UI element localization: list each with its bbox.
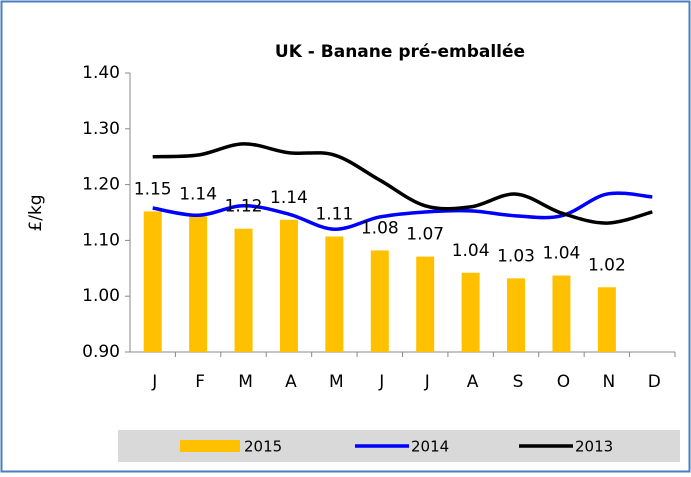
x-tick-label: M: [238, 372, 253, 392]
data-label: 1.04: [543, 244, 581, 264]
legend-label: 2014: [411, 438, 449, 456]
x-tick-label: A: [285, 372, 297, 392]
data-label: 1.03: [497, 246, 535, 266]
bar: [370, 250, 389, 352]
x-tick-label: D: [648, 372, 661, 392]
bar: [189, 216, 208, 352]
x-tick-label: J: [151, 372, 157, 392]
bar: [143, 211, 162, 352]
x-tick-label: J: [424, 372, 430, 392]
x-tick-label: J: [378, 372, 384, 392]
bar: [416, 256, 435, 352]
bar: [507, 278, 526, 352]
y-axis-title: £/kg: [26, 194, 46, 231]
bar: [461, 272, 480, 352]
data-label: 1.08: [361, 218, 399, 238]
bar: [325, 236, 344, 352]
data-label: 1.12: [225, 197, 263, 217]
bar: [597, 287, 616, 352]
x-tick-label: S: [513, 372, 524, 392]
y-tick-label: 1.20: [82, 175, 120, 195]
legend-label: 2015: [244, 438, 282, 456]
legend-swatch: [180, 440, 240, 452]
x-tick-label: F: [195, 372, 205, 392]
data-label: 1.15: [134, 179, 172, 199]
data-label: 1.14: [179, 184, 217, 204]
data-label: 1.02: [588, 255, 626, 275]
bar: [234, 228, 253, 352]
y-tick-label: 1.40: [82, 63, 120, 83]
x-tick-label: N: [603, 372, 616, 392]
y-tick-label: 1.00: [82, 286, 120, 306]
data-label: 1.14: [270, 188, 308, 208]
x-tick-label: A: [467, 372, 479, 392]
legend-label: 2013: [575, 438, 613, 456]
x-tick-label: M: [329, 372, 344, 392]
y-tick-label: 1.10: [82, 230, 120, 250]
chart-title: UK - Banane pré-emballée: [275, 42, 525, 62]
data-label: 1.07: [406, 225, 444, 245]
line: [152, 142, 653, 225]
data-label: 1.04: [452, 241, 490, 261]
bar: [279, 219, 298, 352]
x-tick-label: O: [557, 372, 570, 392]
data-label: 1.11: [315, 204, 353, 224]
y-tick-label: 1.30: [82, 119, 120, 139]
bar: [552, 275, 571, 352]
y-tick-label: 0.90: [82, 342, 120, 362]
